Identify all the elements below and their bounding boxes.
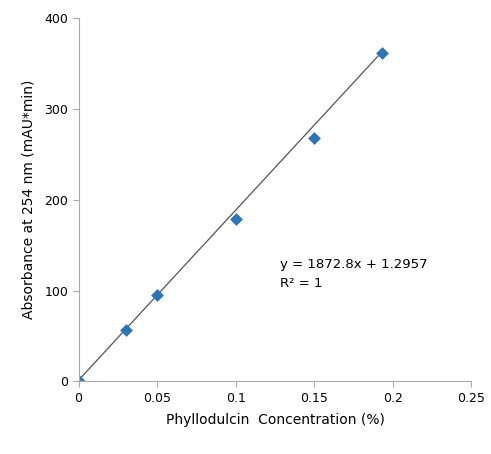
Point: [153, 291, 161, 299]
Text: y = 1872.8x + 1.2957
R² = 1: y = 1872.8x + 1.2957 R² = 1: [280, 258, 427, 290]
X-axis label: Phyllodulcin  Concentration (%): Phyllodulcin Concentration (%): [165, 413, 384, 427]
Point: [122, 326, 130, 333]
Point: [378, 49, 386, 56]
Y-axis label: Absorbance at 254 nm (mAU*min): Absorbance at 254 nm (mAU*min): [22, 80, 36, 320]
Point: [232, 215, 240, 222]
Point: [75, 378, 82, 385]
Point: [310, 134, 318, 142]
